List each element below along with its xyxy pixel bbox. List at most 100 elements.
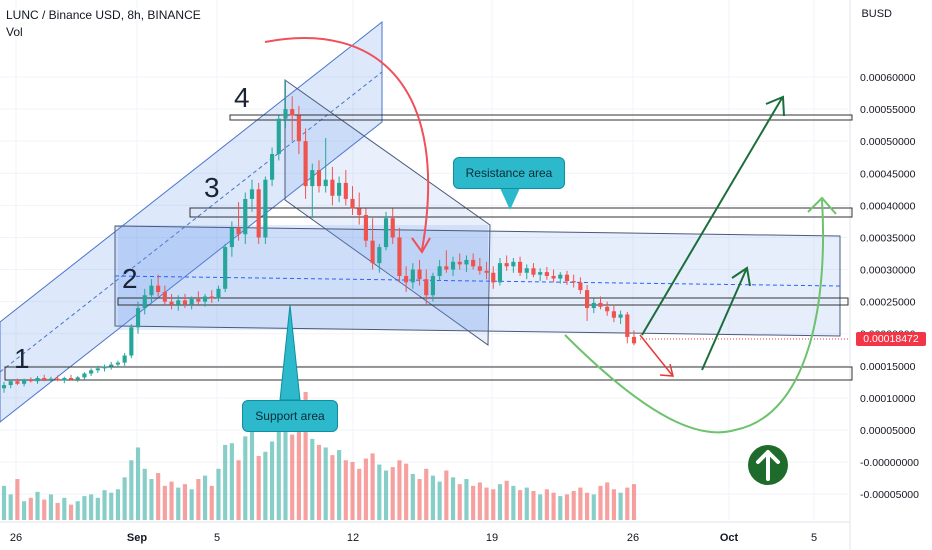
volume-bar bbox=[48, 494, 53, 520]
volume-bar bbox=[35, 491, 40, 520]
resistance-callout: Resistance area bbox=[453, 157, 565, 189]
volume-bar bbox=[605, 482, 610, 520]
volume-bar bbox=[524, 487, 529, 520]
volume-bar bbox=[89, 494, 94, 520]
volume-bar bbox=[1, 485, 7, 520]
candle bbox=[625, 311, 630, 344]
volume-bar bbox=[504, 480, 509, 520]
volume-bar bbox=[571, 490, 576, 520]
volume-bar bbox=[363, 458, 368, 520]
candle bbox=[544, 266, 549, 280]
price-tick-label: 0.00060000 bbox=[860, 72, 916, 84]
drawings-layer bbox=[0, 20, 853, 423]
volume-bar bbox=[437, 481, 442, 520]
candle bbox=[229, 221, 234, 257]
volume-bar bbox=[296, 427, 301, 520]
candle bbox=[404, 266, 409, 293]
candle bbox=[497, 257, 503, 286]
volume-bar bbox=[491, 489, 496, 520]
candle bbox=[477, 257, 482, 275]
candle bbox=[202, 293, 208, 307]
volume-bar bbox=[397, 460, 402, 520]
volume-bar bbox=[236, 460, 241, 520]
time-tick-label: 12 bbox=[347, 532, 359, 544]
price-tick-label: 0.00050000 bbox=[860, 136, 916, 148]
range-midline bbox=[114, 275, 841, 287]
volume-bar bbox=[15, 479, 20, 520]
candle bbox=[343, 170, 348, 206]
candle bbox=[256, 182, 261, 244]
candle bbox=[55, 375, 60, 382]
price-tick-label: 0.00010000 bbox=[860, 393, 916, 405]
candle bbox=[290, 96, 295, 142]
volume-bar bbox=[156, 473, 161, 520]
volume-bar bbox=[323, 447, 328, 520]
candle bbox=[363, 208, 368, 248]
volume-bar bbox=[182, 484, 188, 520]
red-arc-arrowhead bbox=[411, 237, 431, 254]
up-arrow-circle-icon bbox=[748, 445, 788, 485]
volume-bar bbox=[343, 460, 348, 520]
volume-bar bbox=[618, 492, 623, 520]
candle bbox=[517, 256, 523, 276]
volume-bar bbox=[22, 501, 27, 520]
candle bbox=[591, 298, 596, 314]
time-tick-label: 5 bbox=[811, 532, 817, 544]
candle bbox=[129, 324, 134, 359]
volume-bars bbox=[1, 392, 637, 520]
candle bbox=[430, 272, 436, 302]
time-tick-label: 26 bbox=[10, 532, 22, 544]
volume-bar bbox=[229, 443, 234, 520]
volume-bar bbox=[377, 464, 382, 520]
candle bbox=[209, 290, 214, 303]
volume-bar bbox=[511, 485, 516, 520]
candle bbox=[162, 285, 167, 305]
green-u-curve bbox=[564, 199, 825, 434]
price-tick-label: 0.00015000 bbox=[860, 361, 916, 373]
candle bbox=[28, 377, 33, 383]
volume-bar bbox=[477, 482, 482, 520]
red-down-arrow bbox=[639, 334, 673, 376]
candle bbox=[310, 163, 315, 219]
wave-label-4: 4 bbox=[234, 82, 250, 113]
volume-bar bbox=[611, 489, 616, 520]
volume-bar bbox=[484, 487, 489, 520]
volume-bar bbox=[122, 477, 127, 520]
green-u-curve-head bbox=[807, 196, 837, 215]
candle bbox=[417, 259, 422, 286]
time-tick-label: Sep bbox=[127, 532, 147, 544]
volume-bar bbox=[129, 460, 134, 520]
candle bbox=[142, 288, 147, 315]
volume-bar bbox=[430, 475, 436, 520]
volume-bar bbox=[243, 436, 248, 520]
candle bbox=[390, 208, 395, 244]
time-tick-label: 19 bbox=[486, 532, 498, 544]
candle bbox=[22, 378, 27, 387]
candle bbox=[337, 176, 342, 203]
volume-bar bbox=[598, 485, 603, 520]
volume-bar bbox=[263, 451, 268, 520]
candle bbox=[504, 255, 509, 271]
volume-bar bbox=[417, 479, 422, 520]
candle bbox=[216, 285, 221, 302]
candle bbox=[223, 243, 228, 293]
volume-bar bbox=[591, 494, 596, 520]
candle bbox=[571, 274, 576, 288]
candle bbox=[531, 263, 536, 278]
candle bbox=[397, 227, 402, 283]
resistance-pointer bbox=[500, 188, 520, 210]
candle bbox=[444, 250, 449, 273]
price-tick-label: 0.00045000 bbox=[860, 168, 916, 180]
candle bbox=[182, 293, 188, 309]
candle bbox=[558, 272, 563, 284]
candle bbox=[82, 372, 87, 380]
candle bbox=[109, 361, 114, 370]
volume-bar bbox=[95, 497, 100, 520]
volume-bar bbox=[62, 497, 67, 520]
volume-bar bbox=[370, 453, 375, 520]
candle bbox=[263, 176, 268, 244]
volume-bar bbox=[383, 470, 389, 520]
volume-bar bbox=[357, 468, 362, 520]
candle bbox=[68, 374, 74, 381]
